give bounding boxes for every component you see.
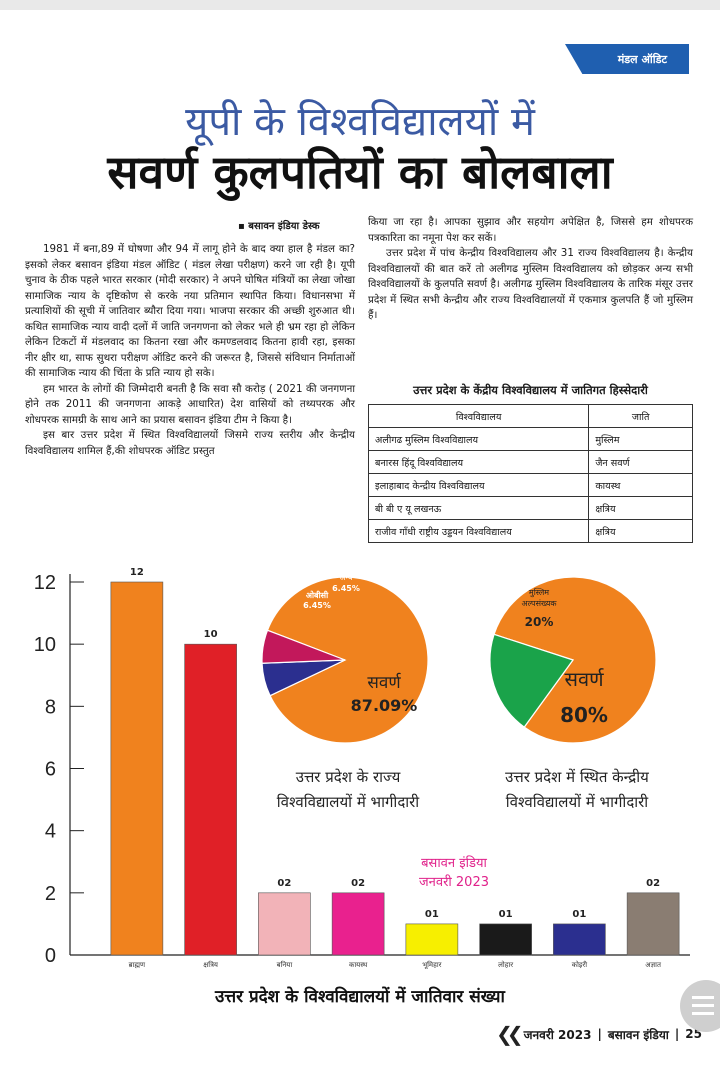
y-tick-label: 10 (34, 634, 56, 656)
paragraph: 1981 में बना,89 में घोषणा और 94 में लागू… (25, 243, 355, 379)
table-cell: राजीव गाँधी राष्ट्रीय उड्डयन विश्वविद्या… (367, 519, 590, 543)
caste-table: विश्वविद्यालय जाति अलीगढ मुस्लिम विश्ववि… (367, 404, 693, 543)
x-tick-label: अज्ञात (645, 961, 662, 969)
pie-slice-value: 87.09% (351, 696, 418, 715)
byline: ▪ बसावन इंडिया डेस्क (238, 221, 320, 232)
pie-slice-label: अन्य (339, 573, 352, 582)
bar-value-label: 01 (572, 909, 586, 920)
pie-caption: उत्तर प्रदेश में स्थित केन्द्रीय (505, 768, 649, 786)
footer-date: जनवरी 2023 (523, 1027, 592, 1042)
x-tick-label: बनिया (277, 960, 293, 969)
headline-line1: यूपी के विश्वविद्यालयों में (185, 99, 535, 145)
bar-value-label: 10 (204, 629, 218, 640)
pie-caption: विश्वविद्यालयों में भागीदारी (277, 793, 421, 811)
bar (626, 892, 680, 956)
table-cell: क्षत्रिय (588, 519, 693, 543)
pie-slice-label: सवर्ण (564, 667, 604, 691)
x-tick-label: भूमिहार (422, 960, 441, 969)
x-tick-label: कोइरी (572, 960, 587, 969)
x-tick-label: क्षत्रिय (203, 960, 219, 969)
paragraph: उत्तर प्रदेश में पांच केन्द्रीय विश्वविद… (368, 247, 693, 321)
bar-value-label: 02 (351, 878, 365, 889)
bar-value-label: 01 (425, 909, 439, 920)
pie-slice-value: 6.45% (332, 584, 360, 593)
bar (405, 923, 459, 956)
section-tag: मंडल ऑडिट (565, 44, 689, 74)
bar (184, 643, 237, 956)
table-header: विश्वविद्यालय (367, 404, 590, 428)
double-chevron-left-icon: ❮❮ (496, 1022, 523, 1046)
pie-slice (266, 576, 429, 744)
bar (258, 892, 311, 956)
bar (331, 892, 385, 956)
bar-value-label: 12 (130, 567, 144, 578)
y-tick-label: 12 (34, 572, 56, 594)
table-cell: बनारस हिंदू विश्वविद्यालय (367, 450, 590, 474)
article-left-column: 1981 में बना,89 में घोषणा और 94 में लागू… (25, 242, 355, 459)
pie-caption: उत्तर प्रदेश के राज्य (296, 768, 401, 786)
bar-value-label: 01 (499, 909, 513, 920)
table-cell: क्षत्रिय (588, 496, 693, 520)
table-cell: कायस्थ (588, 473, 693, 497)
y-tick-label: 6 (45, 759, 56, 781)
table-cell: बी बी ए यू लखनऊ (367, 496, 590, 520)
table-row: इलाहाबाद केन्द्रीय विश्वविद्यालय कायस्थ (367, 473, 693, 497)
table-row: बी बी ए यू लखनऊ क्षत्रिय (367, 496, 693, 520)
bar-value-label: 02 (277, 878, 291, 889)
paragraph: हम भारत के लोगों की जिम्मेदारी बनती है क… (25, 382, 355, 426)
y-tick-label: 8 (45, 696, 56, 718)
bar (110, 581, 164, 956)
top-strip (0, 0, 720, 10)
footer-brand: बसावन इंडिया (607, 1027, 669, 1042)
x-tick-label: लोहार (498, 960, 513, 969)
table-cell: जैन सवर्ण (588, 450, 693, 474)
pie-caption: विश्वविद्यालयों में भागीदारी (506, 793, 650, 811)
stamp-text: जनवरी 2023 (419, 874, 489, 890)
paragraph: इस बार उत्तर प्रदेश में स्थित विश्वविद्य… (25, 429, 355, 457)
table-row: अलीगढ मुस्लिम विश्वविद्यालय मुस्लिम (367, 427, 693, 451)
pie-slice-label: सवर्ण (367, 672, 401, 693)
pie-slice-value: 20% (525, 615, 554, 629)
table-cell: मुस्लिम (588, 427, 693, 451)
table-header-row: विश्वविद्यालय जाति (367, 404, 693, 428)
paragraph: किया जा रहा है। आपका सुझाव और सहयोग अपेक… (368, 216, 693, 244)
table-header: जाति (588, 404, 693, 428)
bar (553, 923, 606, 956)
bar-chart-title: उत्तर प्रदेश के विश्वविद्यालयों में जाति… (214, 986, 506, 1007)
table-row: राजीव गाँधी राष्ट्रीय उड्डयन विश्वविद्या… (367, 519, 693, 543)
y-tick-label: 2 (45, 883, 56, 905)
pie-slice-label: मुस्लिम (529, 587, 549, 598)
x-tick-label: कायस्थ (349, 961, 368, 969)
menu-icon[interactable] (680, 980, 720, 1032)
bar-value-label: 02 (646, 878, 660, 889)
footer-separator: | (674, 1027, 680, 1041)
table-row: बनारस हिंदू विश्वविद्यालय जैन सवर्ण (367, 450, 693, 474)
pie-slice-value: 80% (560, 703, 608, 727)
pie-slice-label: अल्पसंख्यक (522, 599, 558, 608)
y-tick-label: 0 (45, 945, 56, 967)
article-right-column: किया जा रहा है। आपका सुझाव और सहयोग अपेक… (368, 215, 693, 324)
table-cell: अलीगढ मुस्लिम विश्वविद्यालय (367, 427, 590, 451)
table-cell: इलाहाबाद केन्द्रीय विश्वविद्यालय (367, 473, 590, 497)
headline-line2: सवर्ण कुलपतियों का बोलबाला (107, 145, 613, 199)
table-title: उत्तर प्रदेश के केंद्रीय विश्वविद्यालय म… (413, 383, 648, 397)
pie-slice (261, 629, 346, 664)
stamp-text: बसावन इंडिया (421, 855, 487, 871)
y-tick-label: 4 (45, 821, 56, 843)
pie-slice-label: ओबीसी (306, 590, 329, 600)
page-footer: ❮❮ जनवरी 2023 | बसावन इंडिया | 25 (496, 1022, 702, 1046)
pie-slice-value: 6.45% (303, 601, 331, 610)
footer-separator: | (597, 1027, 602, 1041)
x-tick-label: ब्राह्मण (129, 961, 146, 969)
bar (479, 923, 532, 956)
pie-slice (489, 633, 574, 728)
pie-slice (493, 576, 657, 744)
